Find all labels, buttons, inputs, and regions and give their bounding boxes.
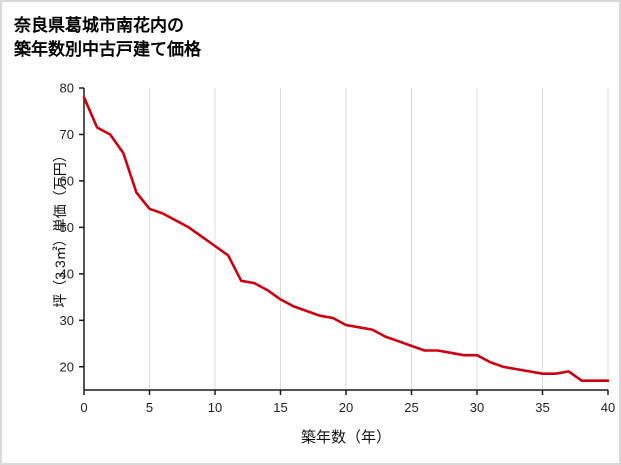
y-tick-label: 60 xyxy=(60,173,74,188)
y-tick-label: 20 xyxy=(60,359,74,374)
price-line-series xyxy=(82,95,610,383)
x-tick-label: 40 xyxy=(601,400,615,415)
x-tick-label: 30 xyxy=(470,400,484,415)
y-tick-label: 80 xyxy=(60,81,74,96)
y-tick-label: 70 xyxy=(60,127,74,142)
x-tick-labels: 0 5 10 15 20 25 30 35 40 xyxy=(80,400,615,415)
axes xyxy=(79,87,609,395)
price-line-chart: 20 30 40 50 60 70 80 0 5 10 15 20 25 30 35 40 築年数（年） xyxy=(60,81,616,447)
x-tick-label: 15 xyxy=(273,400,287,415)
chart-title-line1: 奈良県葛城市南花内の xyxy=(14,16,184,35)
x-tick-label: 5 xyxy=(146,400,153,415)
y-tick-labels: 20 30 40 50 60 70 80 xyxy=(60,81,74,375)
x-tick-label: 10 xyxy=(208,400,222,415)
y-tick-label: 50 xyxy=(60,220,74,235)
x-tick-label: 35 xyxy=(535,400,549,415)
y-tick-label: 40 xyxy=(60,266,74,281)
y-tick-label: 30 xyxy=(60,313,74,328)
chart-title-line2: 築年数別中古戸建て価格 xyxy=(14,39,201,59)
gridlines xyxy=(149,88,609,390)
chart-area: 坪（3.3㎡）単価（万円） 20 30 40 50 60 70 80 0 5 10 15 20 25 3… xyxy=(28,80,619,452)
x-tick-label: 0 xyxy=(80,400,87,415)
x-tick-label: 25 xyxy=(404,400,418,415)
price-line xyxy=(82,95,610,383)
x-tick-label: 20 xyxy=(339,400,353,415)
chart-title: 奈良県葛城市南花内の 築年数別中古戸建て価格 xyxy=(14,14,619,62)
x-axis-label: 築年数（年） xyxy=(301,428,391,446)
